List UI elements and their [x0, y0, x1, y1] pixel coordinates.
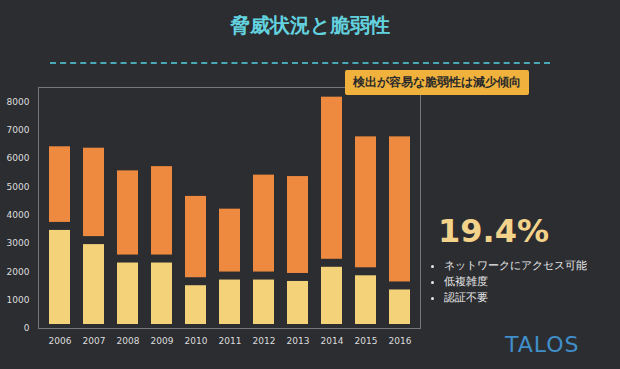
svg-text:2015: 2015	[355, 336, 378, 346]
html-text:19.4%: 19.4%	[438, 212, 549, 250]
svg-text:5000: 5000	[7, 182, 30, 192]
svg-text:4000: 4000	[7, 210, 30, 220]
svg-text:1000: 1000	[7, 295, 30, 305]
svg-text:2006: 2006	[49, 336, 72, 346]
svg-text:2000: 2000	[7, 267, 30, 277]
svg-text:2011: 2011	[219, 336, 242, 346]
svg-text:2007: 2007	[83, 336, 106, 346]
svg-text:3000: 3000	[7, 238, 30, 248]
svg-text:2008: 2008	[117, 336, 140, 346]
html-text:認証不要: 認証不要	[444, 291, 488, 304]
svg-text:2012: 2012	[253, 336, 276, 346]
html-text:ネットワークにアクセス可能: ネットワークにアクセス可能	[444, 259, 587, 272]
svg-text:8000: 8000	[7, 97, 30, 107]
html-text:脅威状況と脆弱性: 脅威状況と脆弱性	[230, 13, 390, 37]
svg-text:6000: 6000	[7, 153, 30, 163]
html-text:検出が容易な脆弱性は減少傾向: 検出が容易な脆弱性は減少傾向	[353, 75, 521, 89]
svg-text:2009: 2009	[151, 336, 174, 346]
html-text:TALOS: TALOS	[505, 332, 580, 357]
html-text:低複雑度: 低複雑度	[444, 275, 488, 288]
svg-text:0: 0	[24, 323, 30, 333]
svg-text:2010: 2010	[185, 336, 208, 346]
svg-text:7000: 7000	[7, 125, 30, 135]
svg-text:2016: 2016	[389, 336, 412, 346]
svg-text:2014: 2014	[321, 336, 344, 346]
svg-text:2013: 2013	[287, 336, 310, 346]
